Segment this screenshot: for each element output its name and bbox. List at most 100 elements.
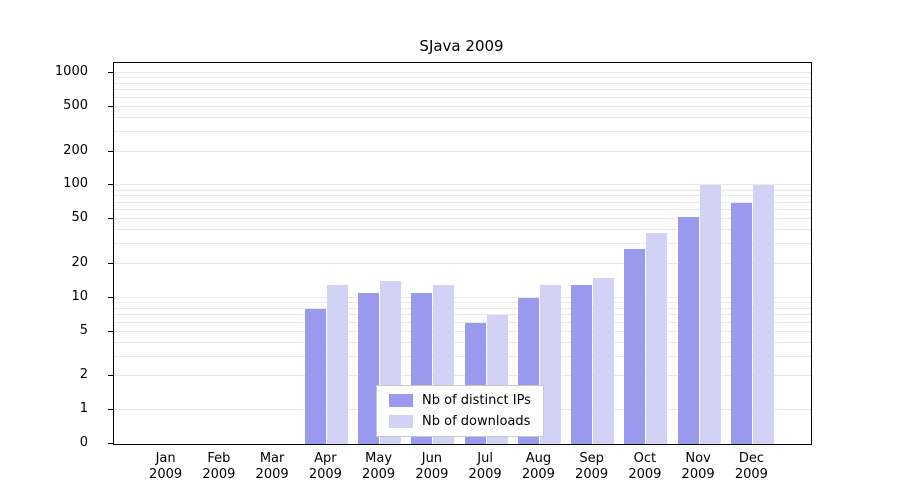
y-tick-mark	[108, 443, 113, 444]
gridline	[114, 330, 811, 332]
x-tick-label: Apr 2009	[295, 451, 355, 483]
gridline	[114, 116, 811, 118]
y-tick-mark	[108, 409, 113, 411]
bar-downloads-oct	[646, 232, 668, 444]
x-tick-year: 2009	[628, 467, 662, 482]
plot-area: Nb of distinct IPs Nb of downloads	[113, 62, 812, 445]
x-tick-month: Jan	[155, 451, 176, 466]
y-tick-mark	[108, 375, 113, 377]
gridline	[114, 375, 811, 377]
gridline	[114, 243, 811, 245]
x-tick-month: Aug	[525, 451, 552, 466]
legend-label: Nb of downloads	[422, 414, 531, 429]
y-tick-label: 1	[79, 401, 88, 417]
bar-distinct-ips-may	[358, 293, 380, 444]
gridline	[114, 96, 811, 98]
x-tick-label: Oct 2009	[615, 451, 675, 483]
bar-downloads-sep	[593, 278, 615, 444]
gridline	[114, 150, 811, 152]
gridline	[114, 302, 811, 303]
y-tick-label: 1000	[54, 64, 88, 79]
x-tick-year: 2009	[202, 467, 236, 482]
y-tick-mark	[108, 72, 113, 73]
x-tick-label: Dec 2009	[721, 451, 781, 483]
x-tick-label: Mar 2009	[242, 451, 302, 483]
gridline	[114, 105, 811, 107]
y-tick-label: 20	[71, 255, 88, 270]
x-tick-year: 2009	[734, 467, 768, 482]
x-tick-month: Apr	[314, 451, 337, 466]
chart-title: SJava 2009	[419, 37, 504, 55]
bar-distinct-ips-sep	[571, 285, 593, 444]
x-tick-label: Sep 2009	[562, 451, 622, 483]
x-tick-month: Jul	[477, 451, 493, 466]
gridline	[114, 89, 811, 91]
y-tick-label: 5	[79, 322, 88, 338]
y-tick-label: 200	[63, 142, 88, 158]
gridline	[114, 263, 811, 265]
x-tick-label: Jul 2009	[455, 451, 515, 483]
gridline	[114, 82, 811, 84]
gridline	[114, 218, 811, 220]
gridline	[114, 307, 811, 309]
x-tick-year: 2009	[575, 467, 609, 482]
gridline	[114, 195, 811, 197]
y-tick-label: 500	[63, 97, 88, 113]
legend-swatch	[389, 394, 413, 407]
bar-downloads-nov	[699, 185, 721, 444]
x-tick-year: 2009	[255, 467, 289, 482]
x-tick-year: 2009	[415, 467, 449, 482]
x-tick-label: Nov 2009	[668, 451, 728, 483]
gridline	[114, 201, 811, 203]
y-tick-mark	[108, 150, 113, 152]
x-tick-month: Feb	[207, 451, 231, 466]
gridline	[114, 130, 811, 132]
gridline	[114, 321, 811, 323]
x-tick-year: 2009	[521, 467, 555, 482]
x-tick-month: Jun	[421, 451, 443, 466]
gridline	[114, 296, 811, 298]
bar-downloads-dec	[752, 185, 774, 444]
gridline	[114, 77, 811, 79]
y-tick-label: 100	[63, 176, 88, 192]
x-tick-year: 2009	[681, 467, 715, 482]
y-tick-mark	[108, 330, 113, 332]
x-tick-month: Mar	[259, 451, 285, 466]
gridline	[114, 209, 811, 211]
bar-downloads-apr	[326, 285, 348, 444]
y-tick-label: 0	[79, 435, 88, 450]
bar-distinct-ips-nov	[677, 217, 699, 444]
x-tick-year: 2009	[308, 467, 342, 482]
x-tick-month: May	[365, 451, 393, 466]
y-tick-mark	[108, 263, 113, 264]
x-tick-label: Aug 2009	[508, 451, 568, 483]
legend-item: Nb of downloads	[389, 414, 531, 429]
gridline	[114, 189, 811, 191]
gridline	[114, 314, 811, 316]
y-tick-mark	[108, 184, 113, 186]
legend-item: Nb of distinct IPs	[389, 393, 531, 408]
bar-distinct-ips-oct	[624, 249, 646, 444]
gridline	[114, 355, 811, 357]
bar-distinct-ips-apr	[304, 308, 326, 444]
gridline	[114, 184, 811, 186]
gridline	[114, 72, 811, 73]
x-tick-label: Jun 2009	[402, 451, 462, 483]
x-tick-year: 2009	[468, 467, 502, 482]
x-tick-label: Feb 2009	[189, 451, 249, 483]
x-tick-month: Sep	[579, 451, 604, 466]
x-tick-month: Dec	[738, 451, 764, 466]
y-tick-mark	[108, 296, 113, 298]
legend: Nb of distinct IPs Nb of downloads	[376, 385, 544, 437]
gridline	[114, 229, 811, 231]
x-tick-month: Nov	[685, 451, 711, 466]
gridline	[114, 341, 811, 343]
legend-label: Nb of distinct IPs	[422, 393, 531, 408]
y-tick-mark	[108, 105, 113, 107]
y-tick-label: 2	[79, 367, 88, 383]
x-tick-month: Oct	[633, 451, 657, 466]
y-tick-mark	[108, 218, 113, 220]
x-tick-year: 2009	[149, 467, 183, 482]
x-tick-year: 2009	[362, 467, 396, 482]
